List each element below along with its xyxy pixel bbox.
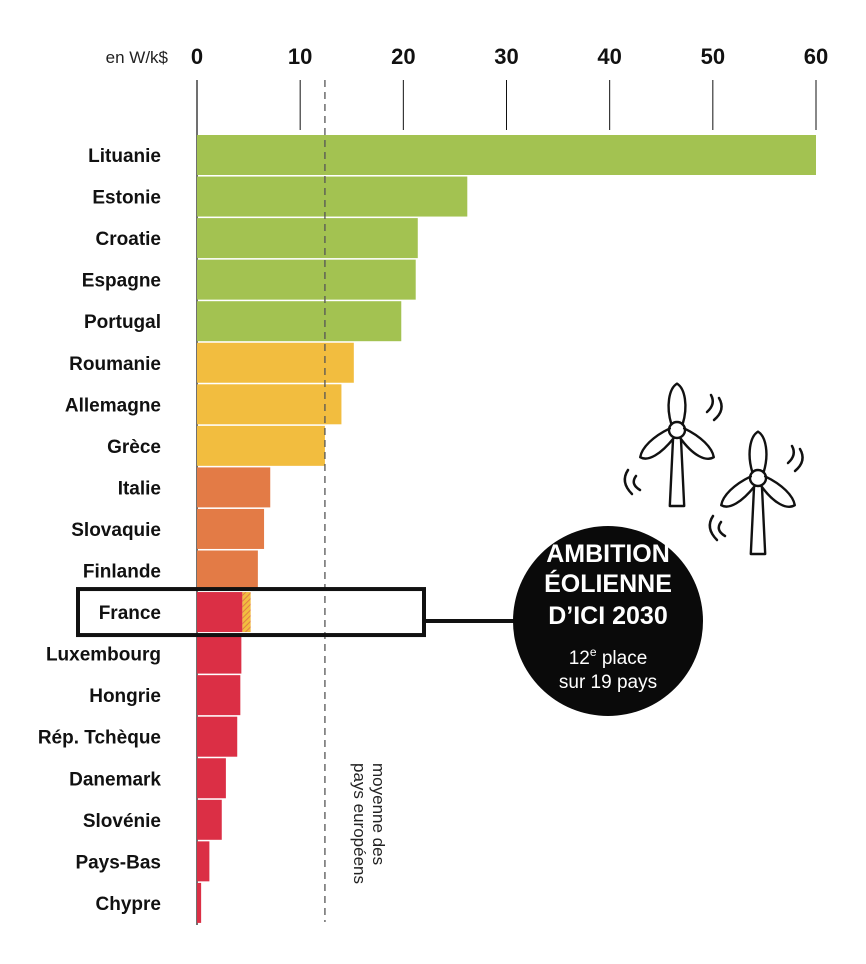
bar-france-extension xyxy=(242,592,251,633)
category-labels: Lituanie Estonie Croatie Espagne Portugal Rou… xyxy=(38,146,162,915)
badge-rank: 12e place xyxy=(569,645,648,669)
bar-france xyxy=(197,592,243,633)
bar-r-p-tch-que xyxy=(197,716,238,757)
motion-swoosh xyxy=(623,468,634,496)
bar-roumanie xyxy=(197,342,354,383)
bar-finlande xyxy=(197,550,258,591)
bar-pays-bas xyxy=(197,841,210,882)
category-label: Allemagne xyxy=(65,395,161,416)
category-label: Pays-Bas xyxy=(75,852,161,873)
category-label: Luxembourg xyxy=(46,645,161,666)
motion-swoosh xyxy=(786,444,796,465)
wind-turbine-icon xyxy=(719,430,797,556)
motion-swoosh xyxy=(708,514,719,542)
bar-croatie xyxy=(197,218,418,259)
category-label: Roumanie xyxy=(69,354,161,375)
badge-title-line: D’ICI 2030 xyxy=(548,602,668,630)
motion-swoosh xyxy=(717,520,727,538)
category-label: France xyxy=(99,603,161,624)
category-label: Espagne xyxy=(82,271,161,292)
category-label: Finlande xyxy=(83,562,161,583)
motion-swoosh xyxy=(793,447,804,473)
category-label: Slovénie xyxy=(83,811,161,832)
motion-swoosh xyxy=(705,393,715,414)
bar-portugal xyxy=(197,301,402,342)
x-tick-label: 30 xyxy=(494,44,518,69)
bar-allemagne xyxy=(197,384,342,425)
x-tick-label: 40 xyxy=(597,44,621,69)
bar-slov-nie xyxy=(197,799,222,840)
bar-chypre xyxy=(197,882,202,923)
bar-lituanie xyxy=(197,135,816,175)
average-label: moyenne despays européens xyxy=(350,763,388,884)
bars xyxy=(197,135,816,923)
x-tick-label: 20 xyxy=(391,44,415,69)
motion-swoosh xyxy=(712,396,723,422)
category-label: Croatie xyxy=(96,229,161,250)
bar-gr-ce xyxy=(197,425,325,466)
category-label: Italie xyxy=(118,478,161,499)
overlays: moyenne despays européens AMBITIONÉOLIENN… xyxy=(76,80,804,922)
wind-turbine-icon xyxy=(638,382,716,508)
bar-luxembourg xyxy=(197,633,242,674)
x-tick-label: 10 xyxy=(288,44,312,69)
category-label: Slovaquie xyxy=(71,520,161,541)
x-tick-label: 0 xyxy=(191,44,203,69)
bar-hongrie xyxy=(197,675,241,716)
bar-estonie xyxy=(197,176,468,217)
category-label: Hongrie xyxy=(89,686,161,707)
badge-total: sur 19 pays xyxy=(559,672,657,693)
category-label: Lituanie xyxy=(88,146,161,167)
badge-title-line: AMBITION xyxy=(546,540,670,568)
category-label: Danemark xyxy=(69,769,161,790)
x-tick-label: 50 xyxy=(701,44,725,69)
category-label: Estonie xyxy=(92,188,161,209)
bar-slovaquie xyxy=(197,508,265,549)
badge-title-line: ÉOLIENNE xyxy=(544,569,672,598)
bar-italie xyxy=(197,467,271,508)
category-label: Rép. Tchèque xyxy=(38,728,161,749)
bar-danemark xyxy=(197,758,226,799)
category-label: Chypre xyxy=(96,894,161,915)
unit-label: en W/k$ xyxy=(106,48,169,67)
motion-swoosh xyxy=(632,474,642,492)
x-tick-label: 60 xyxy=(804,44,828,69)
bar-espagne xyxy=(197,259,416,300)
france-highlight-box xyxy=(76,587,426,638)
ambition-badge xyxy=(513,526,703,716)
category-label: Portugal xyxy=(84,312,161,333)
category-label: Grèce xyxy=(107,437,161,458)
